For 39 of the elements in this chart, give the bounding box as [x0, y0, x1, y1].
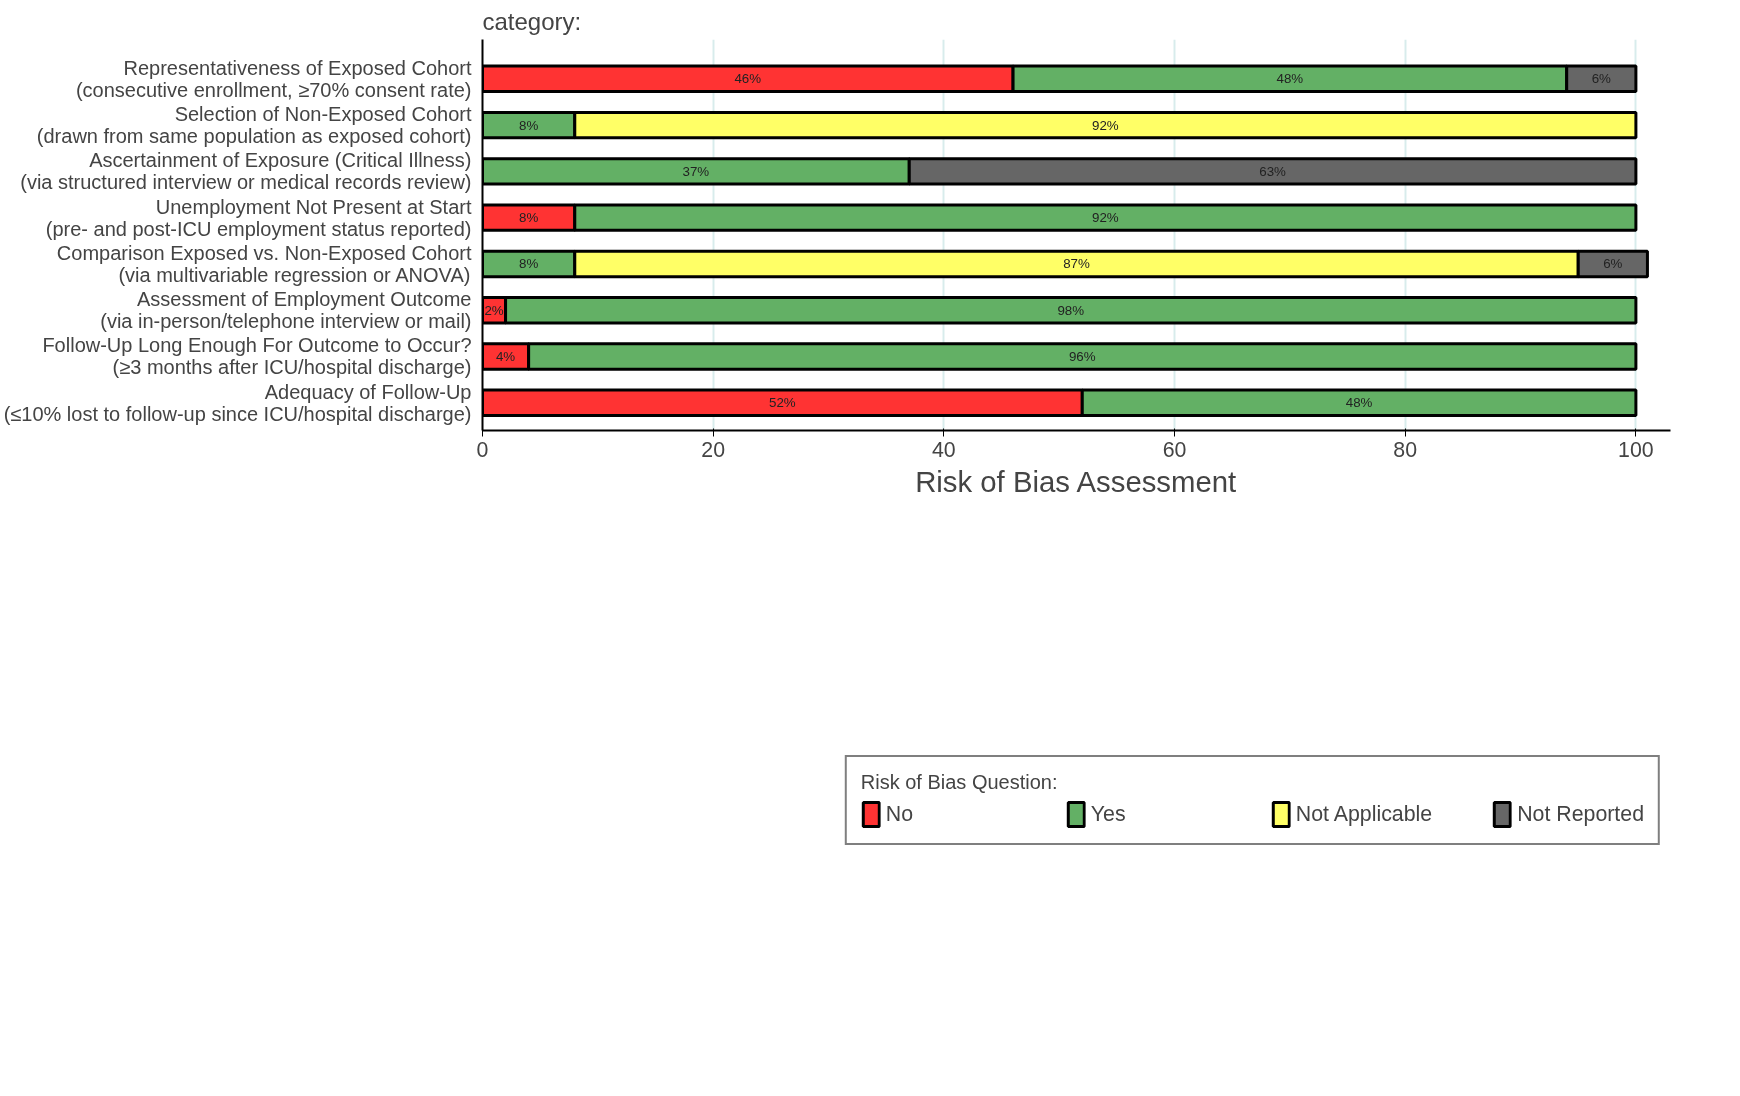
text: category: [482, 7, 582, 35]
data-label: 6% [1591, 71, 1612, 87]
x-axis-title: Risk of Bias Assessment [915, 464, 1237, 498]
legend-label: No [885, 801, 915, 827]
data-label: 92% [1092, 117, 1119, 133]
data-label: 48% [1276, 71, 1304, 87]
legend-label: Yes [1090, 801, 1127, 827]
data-label: 48% [1345, 395, 1373, 411]
y-tick-label: Follow-Up Long Enough For Outcome to Occur? (≥3 months after ICU/hospital discharge) [42, 334, 472, 379]
legend-label: Not Applicable [1295, 801, 1433, 827]
data-label: 6% [1603, 256, 1623, 272]
data-label: 2% [484, 302, 504, 318]
data-label: 87% [1063, 256, 1090, 272]
data-label: 98% [1057, 302, 1085, 318]
data-label: 63% [1259, 163, 1287, 179]
data-label: 8% [519, 256, 539, 272]
y-tick-label: Assessment of Employment Outcome (via in-person/telephone interview or mail) [100, 288, 472, 333]
data-label: 46% [734, 71, 762, 87]
y-tick-label: Representativeness of Exposed Cohort (consecutive enrollment, ≥70% consent rate) [75, 56, 472, 101]
legend-label: Not Reported [1517, 801, 1644, 827]
legend-title: Risk of Bias Question: [860, 771, 1059, 794]
data-label: 8% [519, 117, 539, 133]
data-label: 4% [495, 348, 516, 364]
x-tick-label: 40 [932, 437, 956, 462]
y-tick-label: Unemployment Not Present at Start (pre- and post-ICU employment status reported) [45, 195, 472, 240]
x-tick-label: 100 [1618, 437, 1654, 462]
x-tick-label: 0 [476, 437, 489, 462]
y-tick-label: Selection of Non-Exposed Cohort (drawn from same population as exposed cohort) [36, 103, 472, 148]
data-label: 37% [682, 163, 710, 179]
x-tick-label: 60 [1162, 437, 1187, 462]
y-tick-label: Ascertainment of Exposure (Critical Illness) (via structured interview or medical records review) [20, 149, 472, 194]
data-label: 92% [1092, 210, 1119, 226]
y-tick-label: Adequacy of Follow-Up (≤10% lost to follow-up since ICU/hospital discharge) [3, 380, 472, 425]
data-label: 52% [769, 395, 796, 411]
x-tick-label: 20 [701, 437, 726, 462]
x-tick-label: 80 [1393, 437, 1418, 462]
data-label: 8% [519, 210, 539, 226]
y-tick-label: Comparison Exposed vs. Non-Exposed Cohort (via multivariable regression or ANOVA) [56, 241, 472, 286]
data-label: 96% [1068, 348, 1096, 364]
